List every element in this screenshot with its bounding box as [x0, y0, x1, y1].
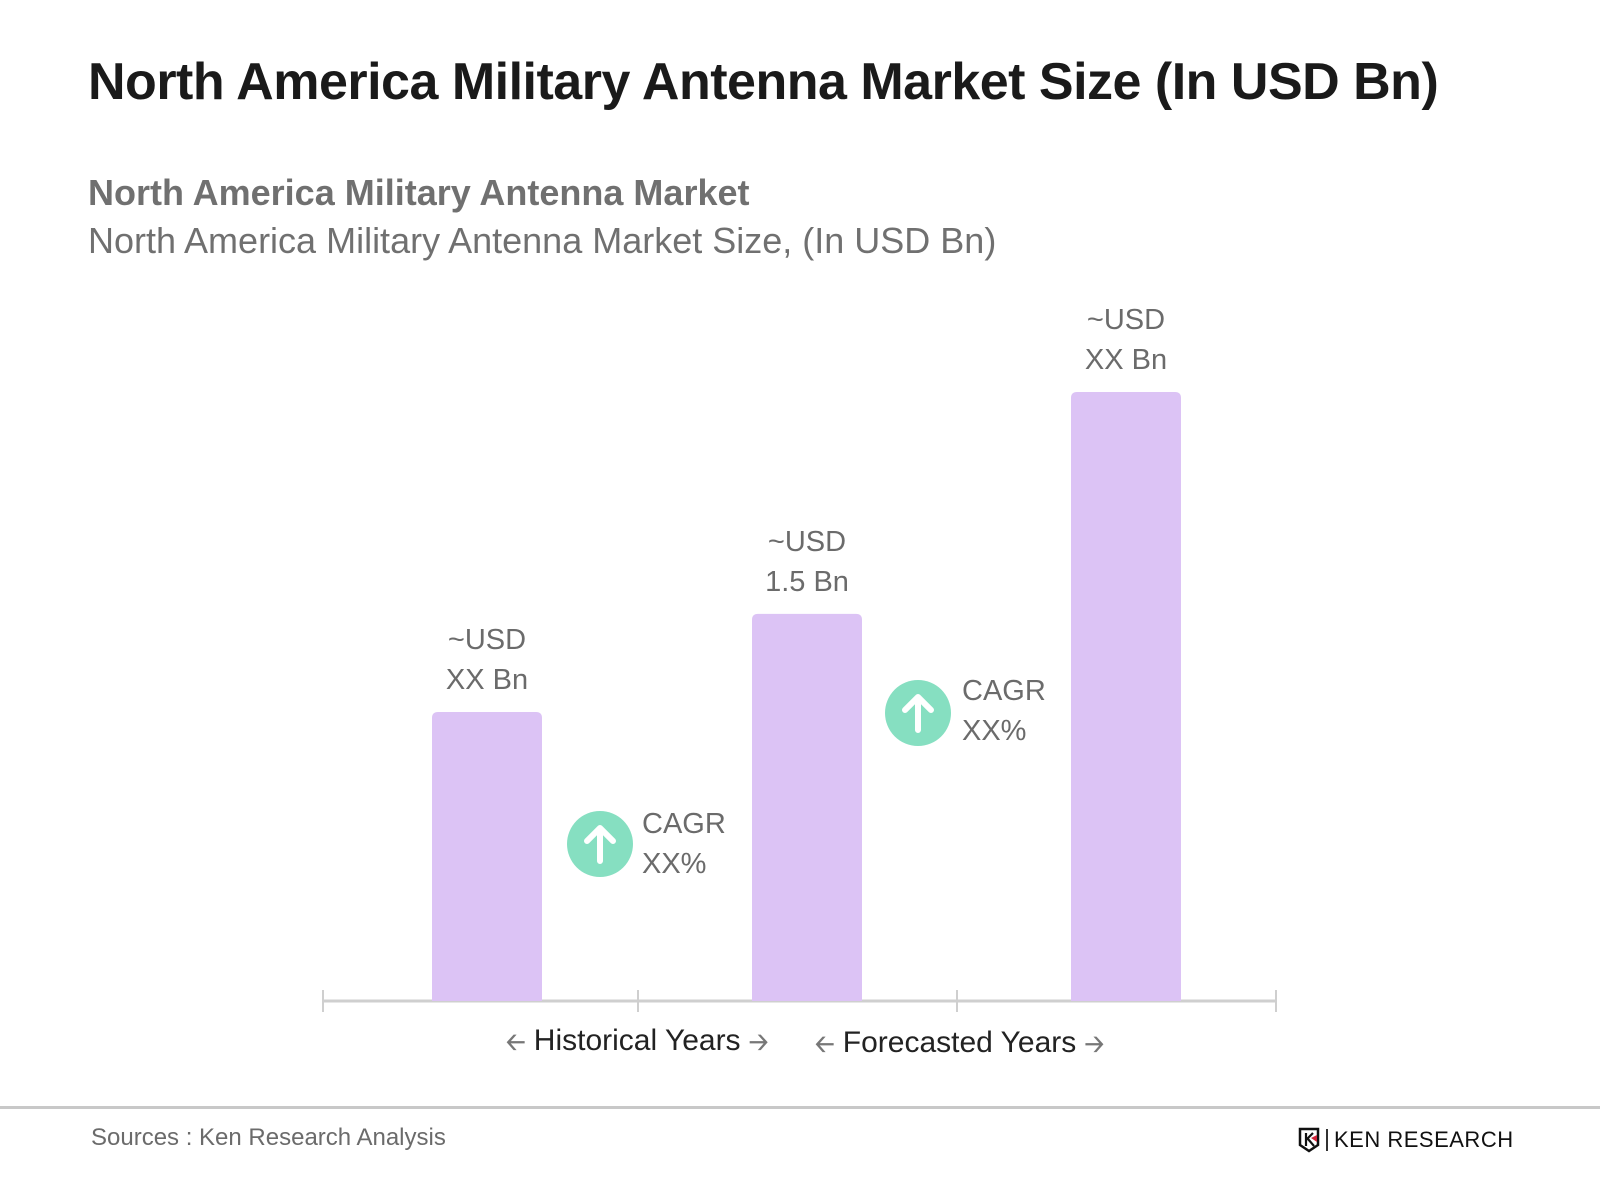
cagr-up-arrow-icon: [885, 680, 951, 746]
data-label: ~USD XX Bn: [445, 623, 529, 696]
bar: [432, 711, 542, 1001]
ken-research-logo: KEN RESEARCH: [1298, 1127, 1514, 1153]
x-group-forecasted: 🡠 Forecasted Years 🡢: [815, 1026, 1105, 1059]
sources-note: Sources : Ken Research Analysis: [91, 1124, 446, 1151]
chart-subtitle: North America Military Antenna Market: [88, 172, 750, 213]
bar: [1071, 391, 1181, 1001]
chart-subtitle-2: North America Military Antenna Market Si…: [88, 220, 997, 261]
x-group-historical: 🡠 Historical Years 🡢: [506, 1024, 769, 1057]
cagr-label: CAGR XX%: [962, 675, 1046, 747]
cagr-up-arrow-icon: [567, 811, 633, 877]
cagr-label: CAGR XX%: [642, 808, 726, 880]
bar: [752, 613, 862, 1001]
data-label: ~USD XX Bn: [1084, 303, 1168, 376]
data-label: ~USD 1.5 Bn: [765, 525, 849, 598]
ken-logo-icon: [1298, 1127, 1320, 1153]
bar-chart: [322, 391, 1277, 1012]
arrow-left-icon: 🡠: [506, 1029, 526, 1056]
footer-divider: [0, 1106, 1600, 1109]
arrow-right-icon: 🡢: [748, 1029, 769, 1056]
logo-text: KEN RESEARCH: [1334, 1127, 1514, 1152]
page-title: North America Military Antenna Market Si…: [88, 53, 1439, 111]
arrow-right-icon: 🡢: [1084, 1031, 1105, 1058]
arrow-left-icon: 🡠: [815, 1031, 835, 1058]
